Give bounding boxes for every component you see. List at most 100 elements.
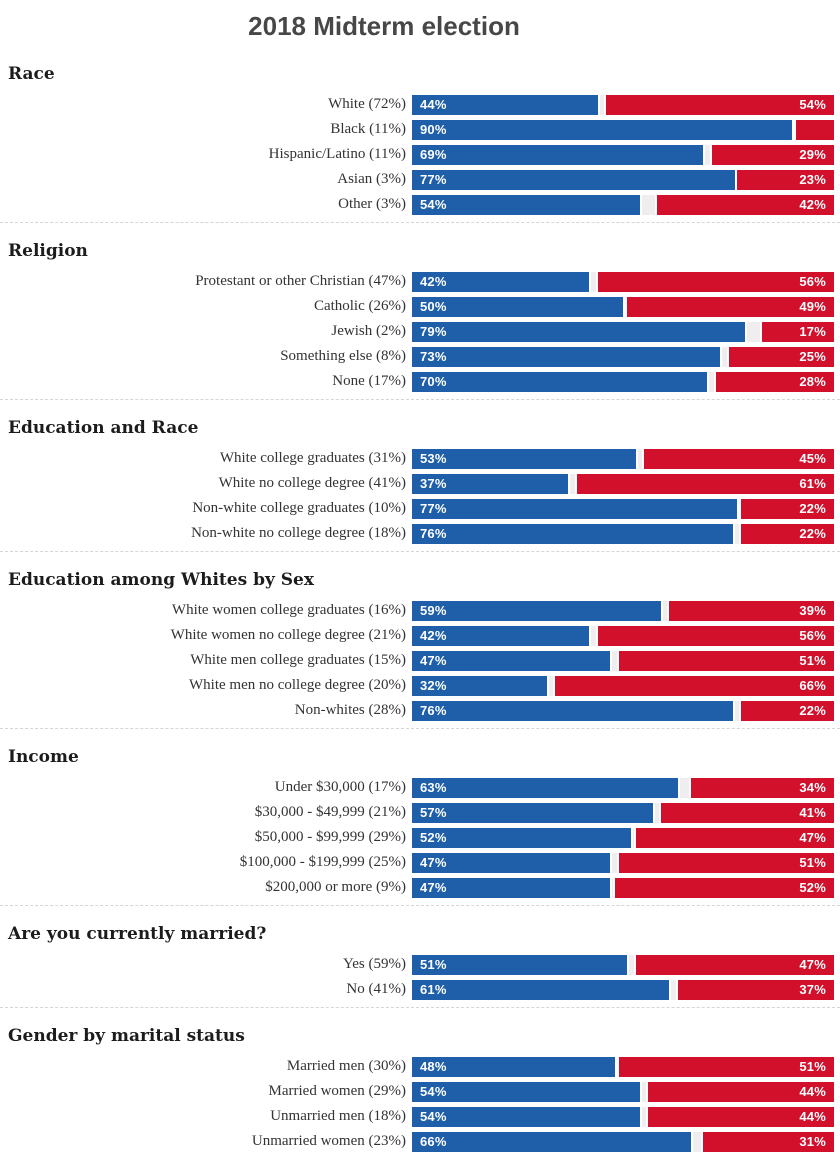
republican-value-label: 41% (799, 805, 826, 820)
democrat-bar: 57% (412, 802, 653, 823)
section-header: Religion (8, 241, 88, 261)
republican-value-label: 51% (799, 855, 826, 870)
republican-bar: 23% (736, 169, 834, 190)
republican-bar: 29% (711, 144, 834, 165)
republican-bar: 51% (618, 852, 834, 873)
table-row: $30,000 - $49,999 (21%) 57% 41% (0, 800, 840, 825)
republican-value-label: 22% (799, 526, 826, 541)
democrat-bar: 54% (412, 194, 640, 215)
democrat-bar: 53% (412, 448, 636, 469)
republican-bar: 34% (690, 777, 834, 798)
bar-track: 63% 34% (412, 777, 834, 798)
republican-bar: 28% (715, 371, 834, 392)
table-row: Catholic (26%) 50% 49% (0, 294, 840, 319)
row-label: White women no college degree (21%) (170, 627, 406, 643)
republican-bar: 56% (597, 271, 834, 292)
republican-bar: 47% (635, 954, 834, 975)
republican-value-label: 47% (799, 957, 826, 972)
bar-track: 90% (412, 119, 834, 140)
democrat-value-label: 69% (420, 147, 447, 162)
republican-bar: 51% (618, 1056, 834, 1077)
republican-bar: 54% (606, 94, 834, 115)
democrat-value-label: 47% (420, 855, 447, 870)
bar-track: 69% 29% (412, 144, 834, 165)
democrat-bar: 63% (412, 777, 678, 798)
bar-track: 70% 28% (412, 371, 834, 392)
row-label: Non-white no college degree (18%) (191, 525, 406, 541)
republican-bar: 25% (728, 346, 834, 367)
table-row: Yes (59%) 51% 47% (0, 952, 840, 977)
table-row: Protestant or other Christian (47%) 42% 56… (0, 269, 840, 294)
bar-track: 66% 31% (412, 1131, 834, 1152)
democrat-value-label: 59% (420, 603, 447, 618)
row-label: $30,000 - $49,999 (21%) (254, 804, 406, 820)
bar-track: 32% 66% (412, 675, 834, 696)
bar-track: 50% 49% (412, 296, 834, 317)
row-label: White no college degree (41%) (218, 475, 406, 491)
row-label: White men college graduates (15%) (190, 652, 406, 668)
bar-track: 54% 44% (412, 1106, 834, 1127)
republican-bar: 22% (741, 700, 834, 721)
republican-value-label: 34% (799, 780, 826, 795)
republican-value-label: 42% (799, 197, 826, 212)
democrat-value-label: 54% (420, 1109, 447, 1124)
row-label: Black (11%) (330, 121, 406, 137)
republican-value-label: 56% (799, 628, 826, 643)
republican-bar: 61% (576, 473, 834, 494)
republican-bar: 17% (762, 321, 834, 342)
section-3: Education among Whites by Sex White women… (0, 552, 840, 729)
bar-track: 53% 45% (412, 448, 834, 469)
row-label: Asian (3%) (337, 171, 406, 187)
bar-track: 54% 44% (412, 1081, 834, 1102)
row-label: Non-white college graduates (10%) (192, 500, 406, 516)
row-label: Married women (29%) (268, 1083, 406, 1099)
table-row: Unmarried men (18%) 54% 44% (0, 1104, 840, 1129)
row-label: Married men (30%) (286, 1058, 406, 1074)
republican-value-label: 22% (799, 703, 826, 718)
bar-track: 61% 37% (412, 979, 834, 1000)
democrat-value-label: 76% (420, 703, 447, 718)
republican-value-label: 28% (799, 374, 826, 389)
table-row: Non-white no college degree (18%) 76% 22% (0, 521, 840, 546)
republican-bar: 31% (703, 1131, 834, 1152)
democrat-value-label: 76% (420, 526, 447, 541)
republican-bar: 52% (614, 877, 834, 898)
bar-track: 77% 22% (412, 498, 834, 519)
table-row: Under $30,000 (17%) 63% 34% (0, 775, 840, 800)
bar-track: 48% 51% (412, 1056, 834, 1077)
bar-track: 47% 51% (412, 852, 834, 873)
table-row: Non-whites (28%) 76% 22% (0, 698, 840, 723)
row-label: Protestant or other Christian (47%) (195, 273, 406, 289)
table-row: Other (3%) 54% 42% (0, 192, 840, 217)
row-label: Unmarried men (18%) (270, 1108, 406, 1124)
section-header: Education among Whites by Sex (8, 570, 314, 590)
republican-value-label: 39% (799, 603, 826, 618)
bar-track: 42% 56% (412, 625, 834, 646)
democrat-bar: 54% (412, 1106, 640, 1127)
row-label: $50,000 - $99,999 (29%) (254, 829, 406, 845)
row-label: Jewish (2%) (331, 323, 406, 339)
democrat-value-label: 37% (420, 476, 447, 491)
section-2: Education and Race White college graduate… (0, 400, 840, 552)
bar-track: 51% 47% (412, 954, 834, 975)
row-label: $100,000 - $199,999 (25%) (239, 854, 406, 870)
republican-bar: 41% (660, 802, 834, 823)
democrat-value-label: 53% (420, 451, 447, 466)
republican-value-label: 66% (799, 678, 826, 693)
exit-poll-chart: 2018 Midterm election Race White (72%) 44%… (0, 10, 840, 1164)
republican-value-label: 23% (799, 172, 826, 187)
table-row: $200,000 or more (9%) 47% 52% (0, 875, 840, 900)
democrat-bar: 69% (412, 144, 704, 165)
row-label: Non-whites (28%) (294, 702, 406, 718)
republican-bar: 44% (648, 1106, 834, 1127)
row-label: White (72%) (328, 96, 406, 112)
section-5: Are you currently married? Yes (59%) 51% 47… (0, 906, 840, 1008)
chart-title: 2018 Midterm election (248, 11, 520, 41)
table-row: No (41%) 61% 37% (0, 977, 840, 1002)
row-label: Something else (8%) (280, 348, 406, 364)
row-label: None (17%) (332, 373, 406, 389)
table-row: Hispanic/Latino (11%) 69% 29% (0, 142, 840, 167)
democrat-value-label: 61% (420, 982, 447, 997)
democrat-value-label: 73% (420, 349, 447, 364)
democrat-bar: 42% (412, 625, 590, 646)
